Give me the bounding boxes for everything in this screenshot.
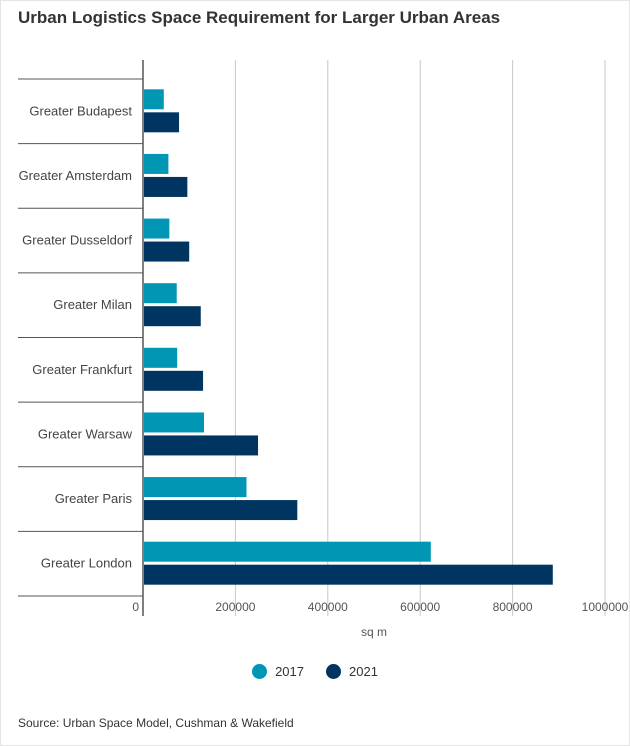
bar-2021-greater-milan — [144, 306, 201, 327]
category-label: Greater Budapest — [29, 103, 132, 118]
legend-label-2021: 2021 — [349, 664, 378, 679]
bar-2021-greater-paris — [144, 500, 298, 521]
category-label: Greater Amsterdam — [19, 168, 132, 183]
x-tick-label: 800000 — [493, 600, 533, 614]
legend-swatch-2021 — [326, 664, 341, 679]
bar-2021-greater-london — [144, 564, 553, 585]
legend-item-2017[interactable]: 2017 — [252, 664, 304, 679]
bar-2017-greater-dusseldorf — [144, 218, 170, 239]
category-label: Greater Milan — [53, 297, 132, 312]
x-tick-label: 1000000 — [582, 600, 629, 614]
source-note: Source: Urban Space Model, Cushman & Wak… — [18, 716, 294, 730]
chart-title: Urban Logistics Space Requirement for La… — [18, 8, 501, 27]
x-tick-label: 0 — [132, 600, 139, 614]
category-label: Greater London — [41, 556, 132, 571]
x-tick-label: 600000 — [400, 600, 440, 614]
bar-2017-greater-budapest — [144, 89, 164, 110]
bar-2021-greater-warsaw — [144, 435, 259, 456]
bar-2017-greater-london — [144, 541, 431, 562]
bar-2017-greater-milan — [144, 283, 177, 304]
x-tick-label: 200000 — [215, 600, 255, 614]
legend-item-2021[interactable]: 2021 — [326, 664, 378, 679]
bar-2021-greater-dusseldorf — [144, 241, 190, 262]
legend-label-2017: 2017 — [275, 664, 304, 679]
category-label: Greater Frankfurt — [32, 362, 132, 377]
bar-2017-greater-warsaw — [144, 412, 204, 433]
category-label: Greater Paris — [55, 491, 133, 506]
bar-2017-greater-amsterdam — [144, 153, 169, 174]
bar-2021-greater-frankfurt — [144, 370, 204, 391]
legend-swatch-2017 — [252, 664, 268, 679]
bar-2021-greater-budapest — [144, 112, 180, 133]
bar-2017-greater-paris — [144, 477, 247, 498]
x-axis-label: sq m — [361, 625, 387, 639]
category-label: Greater Dusseldorf — [22, 233, 132, 248]
bar-2017-greater-frankfurt — [144, 347, 178, 368]
legend: 2017 2021 — [0, 664, 630, 679]
bar-2021-greater-amsterdam — [144, 176, 188, 197]
category-label: Greater Warsaw — [38, 426, 133, 441]
x-tick-label: 400000 — [308, 600, 348, 614]
